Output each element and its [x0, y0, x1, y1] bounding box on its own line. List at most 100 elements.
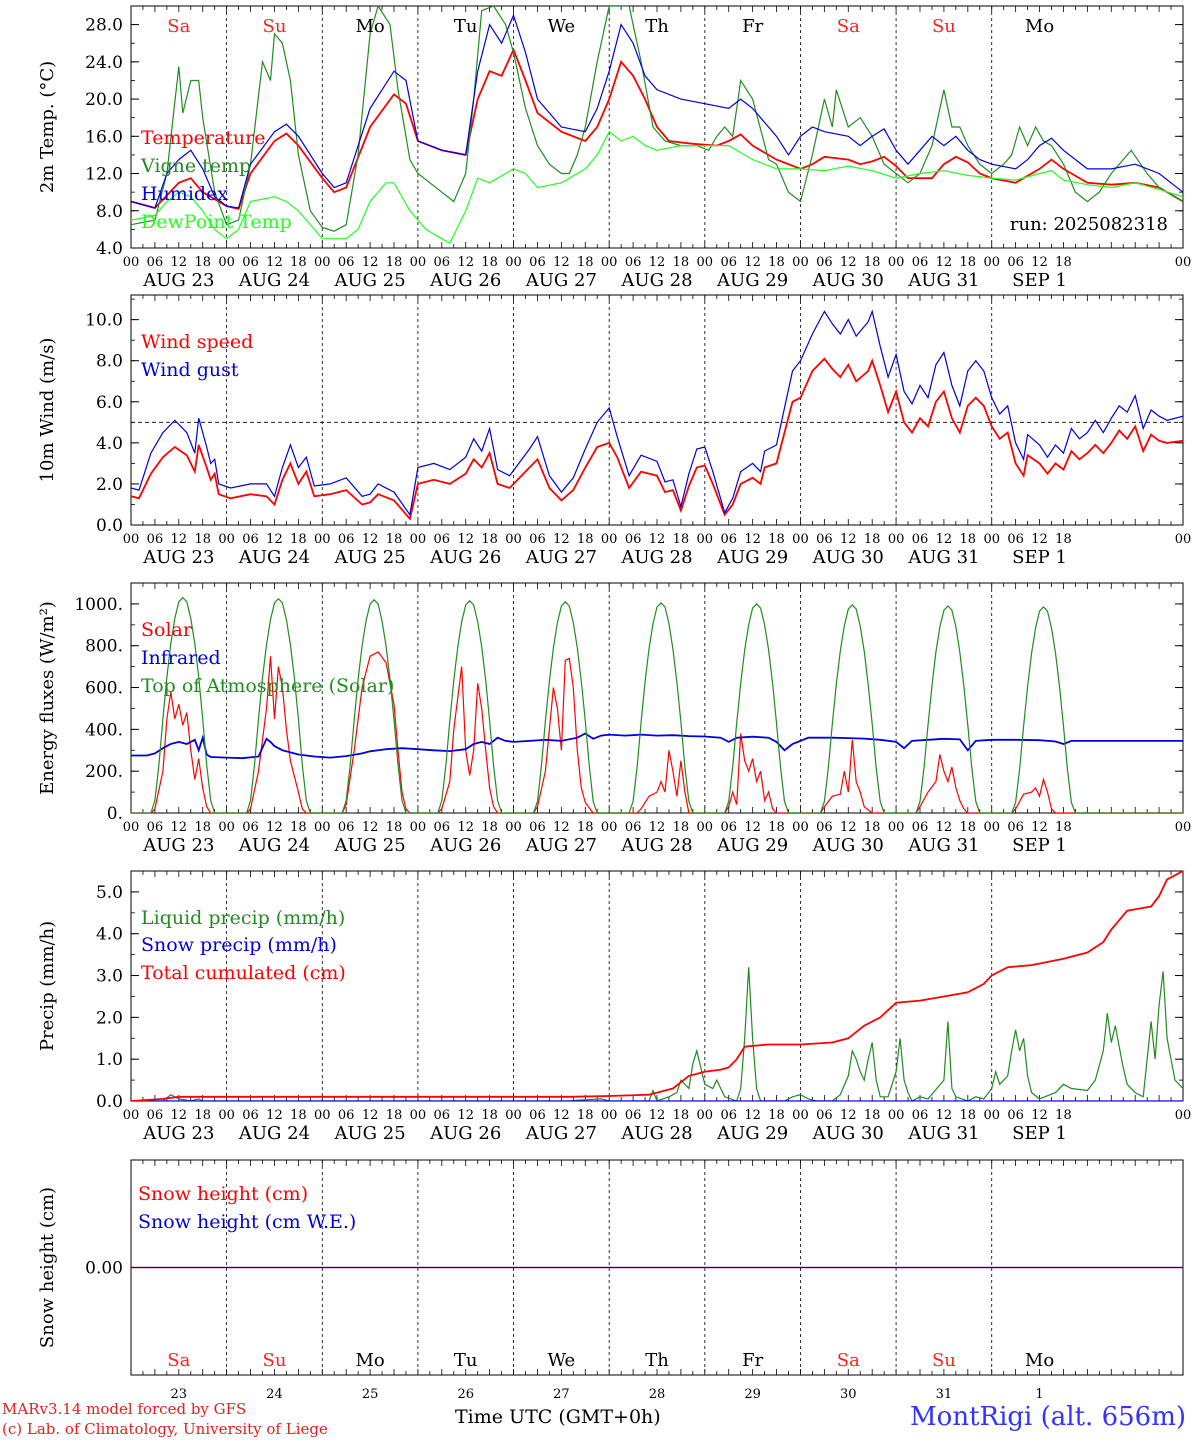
- hour-label: 18: [768, 532, 785, 547]
- day-number-label: 28: [649, 1387, 666, 1402]
- hour-label: 06: [816, 532, 833, 547]
- hour-label: 12: [266, 255, 283, 270]
- hour-label: 12: [553, 532, 570, 547]
- y-tick-label: 8.0: [96, 352, 123, 372]
- hour-label: 12: [1031, 1108, 1048, 1123]
- day-number-label: 23: [171, 1387, 188, 1402]
- hour-label: 06: [625, 1108, 642, 1123]
- hour-label: 00: [218, 1108, 235, 1123]
- hour-label: 12: [362, 255, 379, 270]
- hour-label: 12: [457, 820, 474, 835]
- day-number-label: 26: [457, 1387, 474, 1402]
- series-line-solar: [131, 651, 1183, 813]
- date-label: AUG 23: [142, 1123, 214, 1144]
- hour-label: 12: [171, 255, 188, 270]
- hour-label: 18: [864, 255, 881, 270]
- hour-label: 06: [147, 1108, 164, 1123]
- legend-entry: Liquid precip (mm/h): [141, 907, 345, 929]
- date-label: SEP 1: [1012, 1123, 1067, 1144]
- hour-label: 12: [649, 820, 666, 835]
- legend-entry: Humidex: [141, 183, 228, 205]
- weekday-label: Tu: [454, 16, 478, 37]
- legend-entry: Temperature: [141, 127, 265, 149]
- weekday-label: Sa: [837, 1350, 860, 1371]
- weekday-label: Su: [932, 16, 956, 37]
- hour-label: 00: [1175, 532, 1192, 547]
- hour-label: 18: [386, 255, 403, 270]
- hour-label: 12: [936, 1108, 953, 1123]
- hour-label: 12: [649, 1108, 666, 1123]
- hour-label: 06: [434, 820, 451, 835]
- hour-label: 18: [194, 255, 211, 270]
- hour-label: 18: [290, 255, 307, 270]
- date-label: AUG 30: [812, 1123, 884, 1144]
- hour-label: 06: [1007, 820, 1024, 835]
- hour-label: 12: [171, 532, 188, 547]
- weekday-label: Su: [262, 16, 286, 37]
- hour-label: 18: [864, 1108, 881, 1123]
- y-axis-label: Energy fluxes (W/m²): [37, 601, 58, 795]
- hour-label: 12: [744, 1108, 761, 1123]
- hour-label: 12: [840, 532, 857, 547]
- y-axis-label: 2m Temp. (°C): [37, 61, 58, 193]
- hour-label: 06: [625, 255, 642, 270]
- date-label: AUG 30: [812, 835, 884, 856]
- hour-label: 00: [505, 255, 522, 270]
- hour-label: 06: [912, 532, 929, 547]
- hour-label: 06: [625, 820, 642, 835]
- series-line-temperature: [131, 47, 1183, 210]
- hour-label: 18: [481, 1108, 498, 1123]
- panel-4: [130, 870, 1184, 1102]
- hour-label: 18: [290, 820, 307, 835]
- hour-label: 12: [936, 532, 953, 547]
- panel-frame: [130, 294, 1184, 526]
- hour-label: 18: [1055, 532, 1072, 547]
- hour-label: 00: [697, 532, 714, 547]
- date-label: AUG 31: [907, 270, 979, 291]
- date-label: AUG 24: [238, 1123, 310, 1144]
- hour-label: 12: [266, 532, 283, 547]
- hour-label: 06: [242, 820, 259, 835]
- hour-label: 00: [792, 820, 809, 835]
- date-label: SEP 1: [1012, 835, 1067, 856]
- hour-label: 18: [673, 820, 690, 835]
- series-line-top-of-atmosphere-solar-: [131, 596, 1183, 813]
- hour-label: 00: [410, 532, 427, 547]
- y-axis-label: Precip (mm/h): [37, 921, 58, 1051]
- hour-label: 00: [505, 820, 522, 835]
- weekday-label: Tu: [454, 1350, 478, 1371]
- hour-label: 18: [386, 532, 403, 547]
- date-label: AUG 27: [525, 270, 597, 291]
- hour-label: 00: [888, 255, 905, 270]
- hour-label: 12: [266, 1108, 283, 1123]
- y-tick-label: 4.0: [96, 239, 123, 259]
- date-label: AUG 31: [907, 835, 979, 856]
- hour-label: 12: [1031, 532, 1048, 547]
- legend-entry: Top of Atmosphere (Solar): [141, 675, 394, 697]
- hour-label: 00: [888, 820, 905, 835]
- legend-entry: Solar: [141, 619, 193, 641]
- hour-label: 06: [912, 820, 929, 835]
- hour-label: 06: [338, 1108, 355, 1123]
- hour-label: 06: [242, 1108, 259, 1123]
- hour-label: 06: [625, 532, 642, 547]
- hour-label: 18: [768, 255, 785, 270]
- date-label: AUG 29: [716, 1123, 788, 1144]
- panel-frame: [130, 582, 1184, 814]
- hour-label: 00: [218, 255, 235, 270]
- hour-label: 00: [601, 820, 618, 835]
- hour-label: 18: [673, 255, 690, 270]
- weekday-label: Fr: [742, 16, 763, 37]
- y-tick-label: 4.0: [96, 925, 123, 945]
- hour-label: 00: [1175, 820, 1192, 835]
- station-name: MontRigi (alt. 656m): [910, 1402, 1186, 1432]
- hour-label: 12: [553, 820, 570, 835]
- y-axis-label: Snow height (cm): [37, 1187, 58, 1348]
- y-tick-label: 10.0: [85, 311, 123, 331]
- hour-label: 06: [816, 255, 833, 270]
- y-tick-label: 16.0: [85, 127, 123, 147]
- hour-label: 06: [434, 1108, 451, 1123]
- hour-label: 06: [720, 820, 737, 835]
- date-label: AUG 31: [907, 1123, 979, 1144]
